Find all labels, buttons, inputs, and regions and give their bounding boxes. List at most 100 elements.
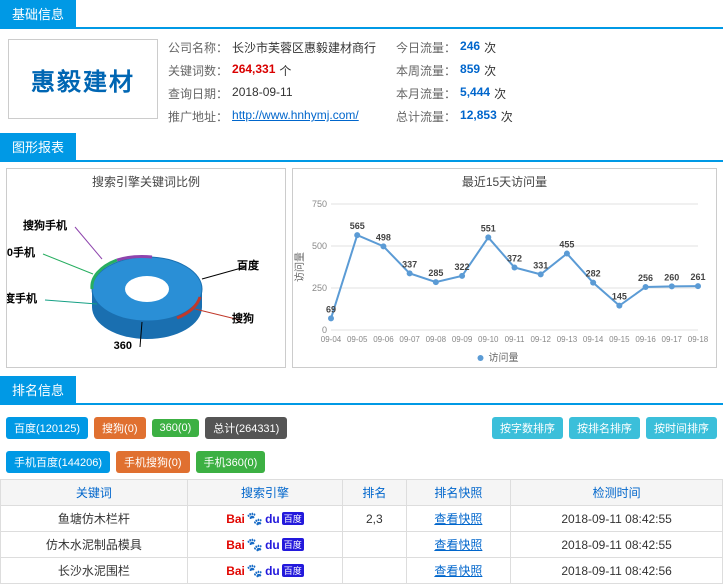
svg-text:260: 260 xyxy=(664,272,679,282)
rank-filter-button[interactable]: 总计(264331) xyxy=(205,417,287,439)
svg-text:331: 331 xyxy=(533,260,548,270)
rank-buttons-row: 百度(120125) 搜狗(0) 360(0) 总计(264331) 按字数排序按排名排… xyxy=(0,411,723,479)
table-row: 长沙水泥围栏 Bai🐾du百度 查看快照2018-09-11 08:42:56 xyxy=(1,558,723,584)
svg-text:0: 0 xyxy=(322,325,327,335)
total-unit: 次 xyxy=(501,108,513,125)
svg-text:145: 145 xyxy=(612,292,627,302)
cell-engine: Bai🐾du百度 xyxy=(187,506,342,532)
rank-filter-button[interactable]: 手机百度(144206) xyxy=(6,451,110,473)
cell-time: 2018-09-11 08:42:56 xyxy=(511,558,723,584)
kwcount-label: 关键词数： xyxy=(168,62,228,79)
total-label: 总计流量： xyxy=(396,108,456,125)
week-unit: 次 xyxy=(484,62,496,79)
line-title: 最近15天访问量 xyxy=(293,169,716,194)
svg-text:搜狗手机: 搜狗手机 xyxy=(23,218,67,232)
today-unit: 次 xyxy=(484,39,496,56)
rank-filter-button[interactable]: 搜狗(0) xyxy=(94,417,145,439)
cell-engine: Bai🐾du百度 xyxy=(187,532,342,558)
basic-info-panel: 惠毅建材 公司名称：长沙市芙蓉区惠毅建材商行 关键词数：264,331 个 查询… xyxy=(0,35,723,133)
svg-text:261: 261 xyxy=(690,272,705,282)
svg-text:360: 360 xyxy=(114,340,132,352)
svg-text:750: 750 xyxy=(312,199,327,209)
svg-text:256: 256 xyxy=(638,273,653,283)
sort-button[interactable]: 按字数排序 xyxy=(492,417,563,439)
svg-text:访问量: 访问量 xyxy=(293,252,306,282)
cell-keyword: 鱼塘仿木栏杆 xyxy=(1,506,188,532)
svg-text:搜狗: 搜狗 xyxy=(232,311,254,325)
company-logo: 惠毅建材 xyxy=(8,39,158,119)
pie-chart: 搜狗手机360手机百度手机360百度搜狗 xyxy=(7,194,285,364)
rank-filter-button[interactable]: 手机搜狗(0) xyxy=(116,451,189,473)
cell-rank xyxy=(343,532,406,558)
cell-time: 2018-09-11 08:42:55 xyxy=(511,532,723,558)
tab-basic[interactable]: 基础信息 xyxy=(0,0,76,27)
cell-keyword: 仿木水泥制品模具 xyxy=(1,532,188,558)
svg-text:09-12: 09-12 xyxy=(530,335,551,344)
cell-keyword: 长沙水泥围栏 xyxy=(1,558,188,584)
table-header: 排名 xyxy=(343,480,406,506)
svg-text:09-08: 09-08 xyxy=(426,335,447,344)
svg-text:09-16: 09-16 xyxy=(635,335,656,344)
table-row: 鱼塘仿木栏杆Bai🐾du百度2,3查看快照2018-09-11 08:42:55 xyxy=(1,506,723,532)
svg-text:09-09: 09-09 xyxy=(452,335,473,344)
kw-unit: 个 xyxy=(279,62,291,79)
rank-filter-button[interactable]: 360(0) xyxy=(152,419,200,437)
cell-engine: Bai🐾du百度 xyxy=(187,558,342,584)
sort-button[interactable]: 按排名排序 xyxy=(569,417,640,439)
table-header: 排名快照 xyxy=(406,480,511,506)
tab-chart[interactable]: 图形报表 xyxy=(0,133,76,160)
svg-text:337: 337 xyxy=(402,259,417,269)
rank-filter-button[interactable]: 百度(120125) xyxy=(6,417,88,439)
week-value: 859 xyxy=(460,62,480,79)
line-chart-box: 最近15天访问量 0250500750访问量09-0409-0509-0609-… xyxy=(292,168,717,368)
svg-text:百度: 百度 xyxy=(237,258,260,272)
kwcount-value: 264,331 xyxy=(232,62,275,79)
rank-table: 关键词搜索引擎排名排名快照检测时间 鱼塘仿木栏杆Bai🐾du百度2,3查看快照2… xyxy=(0,479,723,584)
pie-chart-box: 搜索引擎关键词比例 搜狗手机360手机百度手机360百度搜狗 xyxy=(6,168,286,368)
svg-text:09-13: 09-13 xyxy=(557,335,578,344)
cell-snapshot-link[interactable]: 查看快照 xyxy=(406,506,511,532)
svg-text:09-05: 09-05 xyxy=(347,335,368,344)
baidu-logo-icon: Bai🐾du百度 xyxy=(226,563,304,579)
table-header: 关键词 xyxy=(1,480,188,506)
rank-filter-button[interactable]: 手机360(0) xyxy=(196,451,266,473)
month-label: 本月流量： xyxy=(396,85,456,102)
svg-text:285: 285 xyxy=(428,268,443,278)
svg-text:282: 282 xyxy=(586,269,601,279)
svg-text:372: 372 xyxy=(507,254,522,264)
table-header: 搜索引擎 xyxy=(187,480,342,506)
date-value: 2018-09-11 xyxy=(232,85,293,102)
today-label: 今日流量： xyxy=(396,39,456,56)
svg-text:551: 551 xyxy=(481,223,496,233)
cell-snapshot-link[interactable]: 查看快照 xyxy=(406,558,511,584)
cell-rank xyxy=(343,558,406,584)
svg-text:360手机: 360手机 xyxy=(7,245,35,259)
date-label: 查询日期： xyxy=(168,85,228,102)
svg-text:09-07: 09-07 xyxy=(399,335,420,344)
svg-text:09-15: 09-15 xyxy=(609,335,630,344)
svg-text:565: 565 xyxy=(350,221,365,231)
svg-text:09-14: 09-14 xyxy=(583,335,604,344)
baidu-logo-icon: Bai🐾du百度 xyxy=(226,511,304,527)
table-header: 检测时间 xyxy=(511,480,723,506)
cell-rank: 2,3 xyxy=(343,506,406,532)
svg-text:访问量: 访问量 xyxy=(489,351,519,364)
cell-snapshot-link[interactable]: 查看快照 xyxy=(406,532,511,558)
tab-rank[interactable]: 排名信息 xyxy=(0,376,76,403)
table-row: 仿木水泥制品模具Bai🐾du百度 查看快照2018-09-11 08:42:55 xyxy=(1,532,723,558)
svg-text:09-18: 09-18 xyxy=(688,335,708,344)
svg-text:455: 455 xyxy=(559,240,574,250)
company-name: 长沙市芙蓉区惠毅建材商行 xyxy=(232,39,376,56)
svg-text:09-11: 09-11 xyxy=(505,335,525,344)
month-unit: 次 xyxy=(494,85,506,102)
svg-text:498: 498 xyxy=(376,232,391,242)
promo-url[interactable]: http://www.hnhymj.com/ xyxy=(232,108,359,125)
svg-text:09-17: 09-17 xyxy=(662,335,683,344)
total-value: 12,853 xyxy=(460,108,497,125)
sort-button[interactable]: 按时间排序 xyxy=(646,417,717,439)
svg-text:09-06: 09-06 xyxy=(373,335,394,344)
svg-text:250: 250 xyxy=(312,283,327,293)
month-value: 5,444 xyxy=(460,85,490,102)
svg-text:09-10: 09-10 xyxy=(478,335,499,344)
svg-text:322: 322 xyxy=(455,262,470,272)
